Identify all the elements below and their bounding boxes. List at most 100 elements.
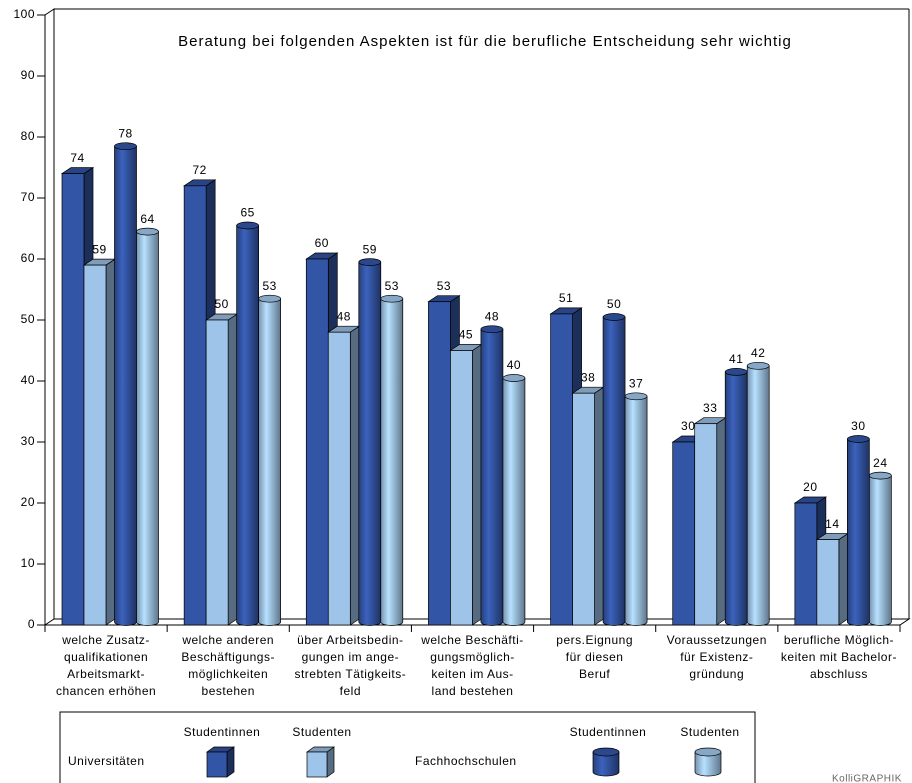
bar [183, 185, 207, 626]
data-label: 30 [681, 419, 695, 433]
data-label: 64 [140, 212, 154, 226]
legend-label: Studenten [680, 725, 739, 739]
y-tick-label: 50 [21, 312, 35, 326]
x-tick-label: bestehen [202, 684, 255, 698]
x-tick-label: berufliche Möglich- [784, 633, 894, 647]
bar [61, 173, 85, 626]
bar [746, 365, 770, 626]
x-tick-label: möglichkeiten [188, 667, 268, 681]
x-tick-label: Voraussetzungen [667, 633, 767, 647]
bar-top [114, 142, 137, 151]
bar [502, 377, 526, 626]
legend-swatch [206, 751, 228, 778]
bar-top [724, 368, 748, 376]
bar [305, 258, 329, 626]
x-tick-label: abschluss [810, 667, 868, 681]
y-tick-label: 30 [21, 434, 35, 448]
data-label: 42 [751, 346, 765, 360]
data-label: 51 [559, 291, 573, 305]
legend-swatch [694, 751, 722, 777]
data-label: 24 [873, 456, 887, 470]
x-tick-label: für Existenz- [680, 650, 753, 664]
y-tick-label: 20 [21, 495, 35, 509]
y-tick-label: 70 [21, 190, 35, 204]
x-tick-label: qualifikationen [64, 650, 148, 664]
data-label: 45 [459, 328, 473, 342]
bar [672, 441, 696, 626]
bar [358, 261, 382, 626]
bar [114, 145, 137, 626]
bar-side [838, 532, 849, 626]
data-label: 59 [363, 242, 377, 256]
x-tick-label: keiten mit Bachelor- [781, 650, 897, 664]
data-label: 20 [803, 480, 817, 494]
data-label: 65 [240, 206, 254, 220]
bar-top [258, 294, 281, 303]
y-tick-label: 80 [21, 129, 35, 143]
data-label: 78 [118, 126, 132, 140]
y-tick-label: 100 [13, 7, 35, 21]
y-tick-label: 40 [21, 373, 35, 387]
x-tick-label: welche Beschäfti- [420, 633, 524, 647]
bar [550, 313, 573, 626]
x-tick-label: pers.Eignung [556, 633, 633, 647]
bar [694, 423, 718, 626]
data-label: 48 [337, 309, 351, 323]
data-label: 30 [851, 419, 865, 433]
data-label: 41 [729, 352, 743, 366]
bar [624, 395, 648, 626]
bar-top [480, 325, 504, 334]
x-tick-label: welche anderen [181, 633, 274, 647]
y-tick-label: 0 [28, 617, 35, 631]
bar [480, 328, 504, 626]
x-tick-label: für diesen [566, 650, 624, 664]
x-tick-label: gungen im ange- [302, 650, 400, 664]
bar-side [472, 343, 482, 626]
x-tick-label: über Arbeitsbedin- [297, 633, 403, 647]
x-tick-label: Beruf [579, 667, 610, 681]
legend-swatch [592, 751, 620, 777]
bar-top [869, 471, 892, 480]
bar [83, 264, 107, 626]
bar-side [594, 386, 604, 626]
bar [380, 298, 404, 626]
x-tick-label: land bestehen [432, 684, 514, 698]
legend-label: Studenten [292, 725, 351, 739]
x-tick-label: strebten Tätigkeits- [294, 667, 406, 681]
legend-label: Studentinnen [184, 725, 261, 739]
y-tick-label: 90 [21, 68, 35, 82]
legend-swatch [694, 747, 722, 757]
legend-swatch [306, 751, 328, 778]
bar-top [136, 227, 159, 236]
bar [450, 350, 473, 626]
chart-title: Beratung bei folgenden Aspekten ist für … [178, 33, 792, 50]
x-tick-label: gungsmöglich- [430, 650, 515, 664]
data-label: 53 [437, 279, 451, 293]
legend-group: Fachhochschulen [415, 754, 517, 768]
data-label: 53 [385, 279, 399, 293]
legend-label: Studentinnen [570, 725, 647, 739]
bar-top [624, 392, 648, 401]
legend [59, 711, 756, 783]
bar [869, 475, 892, 626]
bar-side [105, 258, 116, 626]
bar [136, 231, 159, 626]
bar [847, 438, 870, 626]
bar-side [227, 313, 238, 626]
bar [327, 331, 351, 626]
bar-top [602, 313, 626, 321]
y-tick-label: 60 [21, 251, 35, 265]
data-label: 14 [825, 517, 839, 531]
bar [572, 392, 595, 626]
bar [816, 539, 840, 626]
bar [794, 502, 818, 626]
x-tick-label: Beschäftigungs- [181, 650, 275, 664]
bar [724, 371, 748, 626]
x-tick-label: welche Zusatz- [61, 633, 150, 647]
bar [236, 225, 259, 626]
x-tick-label: feld [340, 684, 361, 698]
x-tick-label: chancen erhöhen [56, 684, 156, 698]
data-label: 37 [629, 376, 643, 390]
bar-top [358, 258, 382, 266]
